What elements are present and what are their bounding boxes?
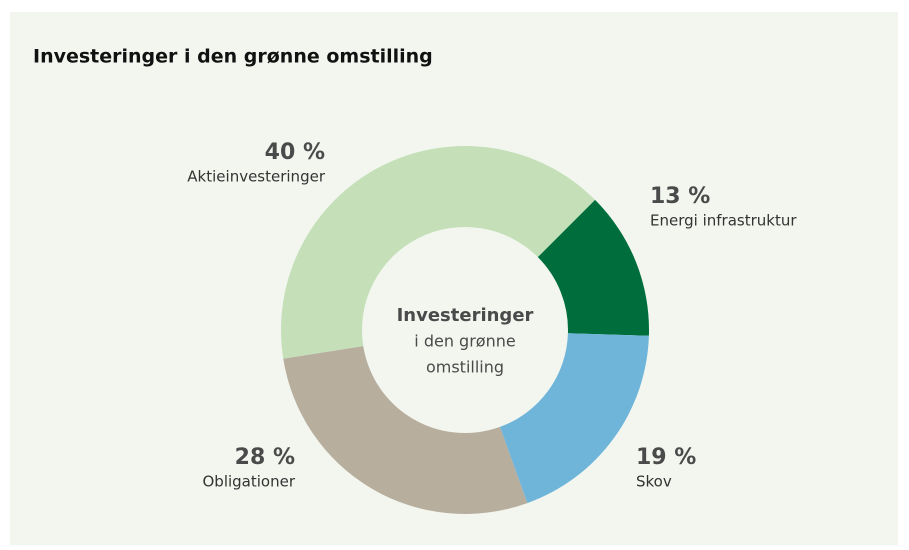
- category-label: Aktieinvesteringer: [187, 168, 326, 186]
- donut-segment: [537, 199, 649, 336]
- center-label: omstilling: [426, 358, 504, 377]
- category-label: Obligationer: [202, 473, 295, 491]
- value-label: 19 %: [636, 445, 696, 470]
- donut-segment: [281, 145, 596, 359]
- donut-segment: [283, 346, 528, 514]
- category-label: Skov: [636, 473, 672, 491]
- value-label: 40 %: [265, 140, 325, 165]
- value-label: 28 %: [235, 445, 295, 470]
- chart-title: Investeringer i den grønne omstilling: [33, 46, 433, 68]
- center-label: Investeringer: [397, 305, 534, 326]
- category-label: Energi infrastruktur: [650, 212, 797, 230]
- value-label: 13 %: [650, 184, 710, 209]
- donut-segment: [499, 333, 649, 504]
- center-label: i den grønne: [414, 332, 515, 351]
